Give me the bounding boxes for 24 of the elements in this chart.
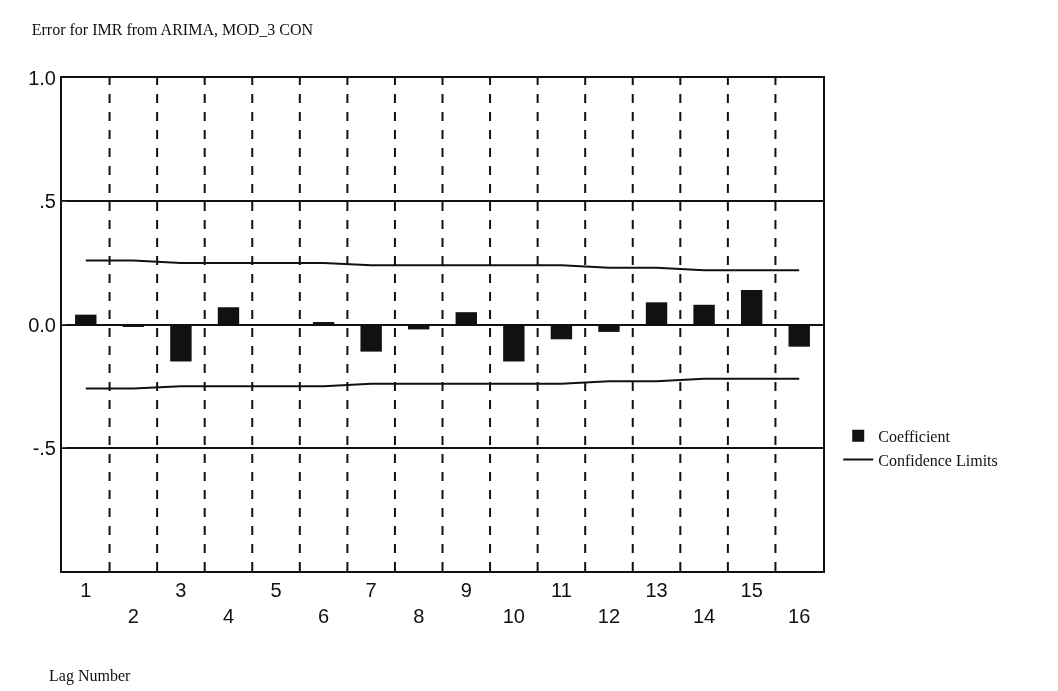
x-tick-label: 7 (365, 579, 377, 601)
x-tick-label: 1 (80, 579, 92, 601)
x-tick-label: 3 (175, 579, 187, 601)
legend-label: Confidence Limits (878, 451, 998, 469)
x-tick-label: 14 (692, 605, 716, 627)
legend-label: Coefficient (878, 427, 951, 445)
y-tick-label: -.5 (32, 436, 56, 459)
x-tick-label: 11 (551, 579, 572, 601)
x-tick-label: 5 (270, 579, 282, 601)
chart-title: Error for IMR from ARIMA, MOD_3 CON (31, 21, 314, 39)
y-tick-label: 1.0 (28, 67, 56, 89)
x-tick-label: 13 (645, 579, 668, 601)
y-tick-label: .5 (39, 190, 56, 213)
x-tick-label: 12 (597, 605, 621, 627)
x-axis-title: Lag Number (49, 667, 131, 685)
y-tick-label: 0.0 (28, 313, 56, 336)
x-tick-label: 15 (740, 579, 763, 601)
x-tick-label: 6 (318, 605, 330, 627)
x-tick-label: 2 (127, 605, 139, 627)
x-tick-label: 9 (460, 579, 472, 601)
x-tick-label: 4 (222, 605, 235, 627)
x-tick-label: 8 (413, 605, 425, 627)
x-tick-label: 16 (788, 605, 811, 627)
x-tick-label: 10 (502, 605, 525, 627)
